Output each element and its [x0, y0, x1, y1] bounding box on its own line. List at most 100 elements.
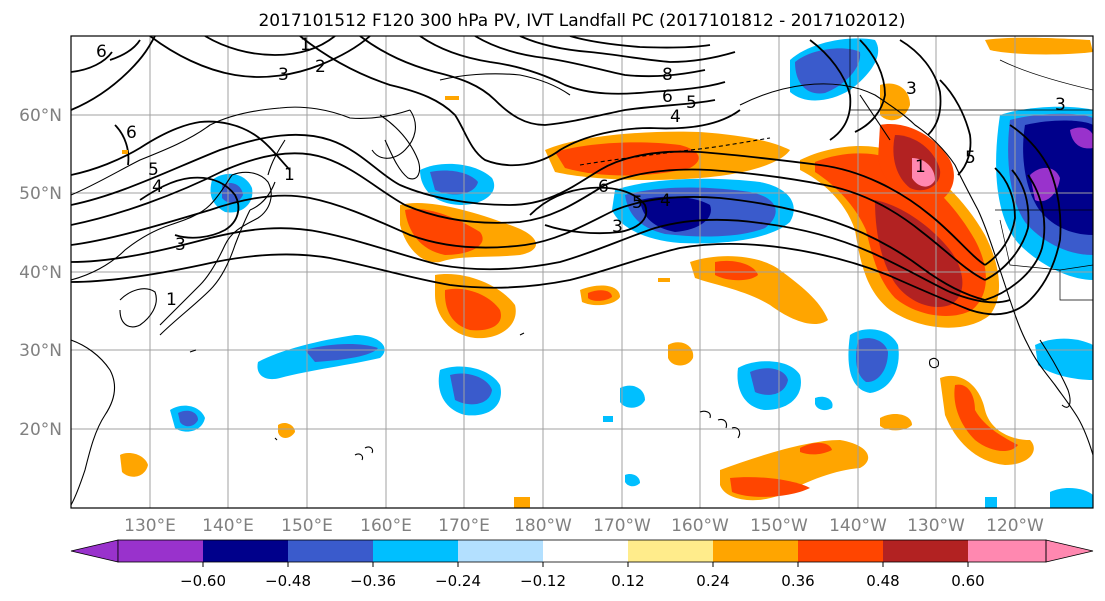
contour-label: 1: [915, 157, 926, 177]
contour-label: 6: [126, 123, 137, 143]
negative-anomaly-w-band-core: [305, 344, 378, 362]
positive-anomaly-sw-small2: [278, 422, 295, 438]
positive-anomaly-small-a-core: [588, 290, 612, 301]
contour-label: 4: [660, 191, 671, 211]
contour-label: 5: [632, 193, 643, 213]
misc-marks: [122, 96, 997, 508]
lon-label: 170°W: [593, 516, 651, 536]
contour-label: 5: [686, 93, 697, 113]
positive-anomaly-central-core: [715, 260, 758, 281]
contour-label: 6: [662, 87, 673, 107]
positive-anomaly-west-strong: [405, 209, 483, 255]
contour-label: 5: [965, 148, 976, 168]
contour-label: 1: [284, 165, 295, 185]
colorbar-tick-label: −0.60: [180, 572, 226, 590]
lat-label-20n: 20°N: [19, 420, 62, 440]
map-frame: [70, 35, 1094, 509]
positive-anomaly-sw-strong: [444, 288, 501, 331]
colorbar-segment: [458, 540, 543, 562]
lat-label-60n: 60°N: [19, 106, 62, 126]
lon-label: 140°E: [202, 516, 254, 536]
colorbar-segment: [968, 540, 1046, 562]
positive-anomaly-se-a-core: [954, 384, 1018, 452]
colorbar-tick-label: 0.60: [951, 572, 984, 590]
latitude-labels: 60°N 50°N 40°N 30°N 20°N: [19, 106, 62, 440]
contour-label: 4: [152, 177, 163, 197]
colorbar-segment: [628, 540, 713, 562]
lon-label: 140°W: [829, 516, 887, 536]
positive-anomaly-ne-corner: [985, 37, 1093, 55]
negative-anomaly-alaska-core: [795, 48, 861, 94]
colorbar-tick-label: −0.36: [350, 572, 396, 590]
lon-label: 170°E: [438, 516, 490, 536]
longitude-labels: 130°E 140°E 150°E 160°E 170°E 180°W 170°…: [124, 516, 1044, 536]
colorbar-extend-low: [70, 539, 119, 563]
negative-anomaly-baja: [1035, 338, 1093, 380]
negative-anomaly-kamchatka-core: [430, 170, 478, 195]
negative-anomaly-pac-nw-purple2: [1070, 127, 1093, 149]
lon-label: 130°W: [907, 516, 965, 536]
colorbar-segment: [288, 540, 373, 562]
positive-anomaly-pink-core: [912, 158, 935, 187]
negative-anomaly-w-south-core: [450, 373, 492, 405]
graticule: [71, 36, 1093, 508]
contour-label: 3: [1055, 95, 1066, 115]
lon-label: 120°W: [986, 516, 1044, 536]
lon-label: 180°W: [514, 516, 572, 536]
colorbar-segment: [883, 540, 968, 562]
figure-title: 2017101512 F120 300 hPa PV, IVT Landfall…: [258, 11, 905, 31]
negative-anomaly-sw-tiny-core: [178, 410, 198, 427]
map-panel: [71, 36, 1093, 508]
colorbar-segment: [798, 540, 883, 562]
lon-label: 160°E: [360, 516, 412, 536]
contour-label: 3: [278, 65, 289, 85]
colorbar: −0.60 −0.48 −0.36 −0.24 −0.12 0.12 0.24 …: [70, 539, 1094, 590]
positive-anomaly-south-band-core2: [800, 442, 832, 455]
lat-label-50n: 50°N: [19, 184, 62, 204]
lon-label: 130°E: [124, 516, 176, 536]
ivt-shading: [120, 37, 1093, 508]
contour-label: 6: [96, 42, 107, 62]
contour-label: 8: [662, 65, 673, 85]
lat-label-40n: 40°N: [19, 263, 62, 283]
negative-anomaly-small-f: [625, 473, 640, 487]
lon-label: 150°E: [281, 516, 333, 536]
contour-label: 4: [670, 107, 681, 127]
colorbar-tick-label: 0.12: [611, 572, 644, 590]
lon-label: 150°W: [750, 516, 808, 536]
positive-anomaly-se-b: [880, 414, 912, 431]
negative-anomaly-central-north-core: [640, 196, 711, 232]
contour-label: 3: [906, 79, 917, 99]
colorbar-tick-label: −0.48: [265, 572, 311, 590]
colorbar-segment: [203, 540, 288, 562]
lon-label: 160°W: [671, 516, 729, 536]
colorbar-segment: [543, 540, 628, 562]
positive-anomaly-sw-small: [120, 453, 148, 477]
contour-label: 1: [166, 290, 177, 310]
colorbar-tick-label: −0.12: [520, 572, 566, 590]
positive-anomaly-bc-coast: [880, 83, 910, 121]
colorbar-segment: [713, 540, 798, 562]
contour-label: 6: [598, 177, 609, 197]
lat-label-30n: 30°N: [19, 341, 62, 361]
contour-labels: 6 1 3 2 6 5 4 1 3 6 5 4 3 8 6 5 4 3 1 5 …: [96, 35, 1066, 310]
positive-anomaly-south-band-core: [730, 477, 810, 497]
contour-label: 2: [315, 57, 326, 77]
pv-contours: [71, 36, 1062, 316]
contour-label: 3: [612, 217, 623, 237]
colorbar-tick-label: 0.24: [696, 572, 729, 590]
negative-anomaly-small-c: [620, 385, 645, 408]
positive-anomaly-small-b: [668, 342, 694, 366]
colorbar-tick-label: 0.36: [781, 572, 814, 590]
negative-anomaly-small-e: [1050, 488, 1093, 508]
negative-anomaly-small-d: [815, 396, 833, 411]
negative-anomaly-east-b-core: [856, 338, 888, 383]
colorbar-extend-high: [1045, 539, 1094, 563]
colorbar-segment: [373, 540, 458, 562]
contour-label: 3: [175, 235, 186, 255]
colorbar-tick-label: −0.24: [435, 572, 481, 590]
contour-label: 1: [300, 35, 311, 55]
colorbar-segment: [118, 540, 203, 562]
contour-label: 5: [148, 160, 159, 180]
